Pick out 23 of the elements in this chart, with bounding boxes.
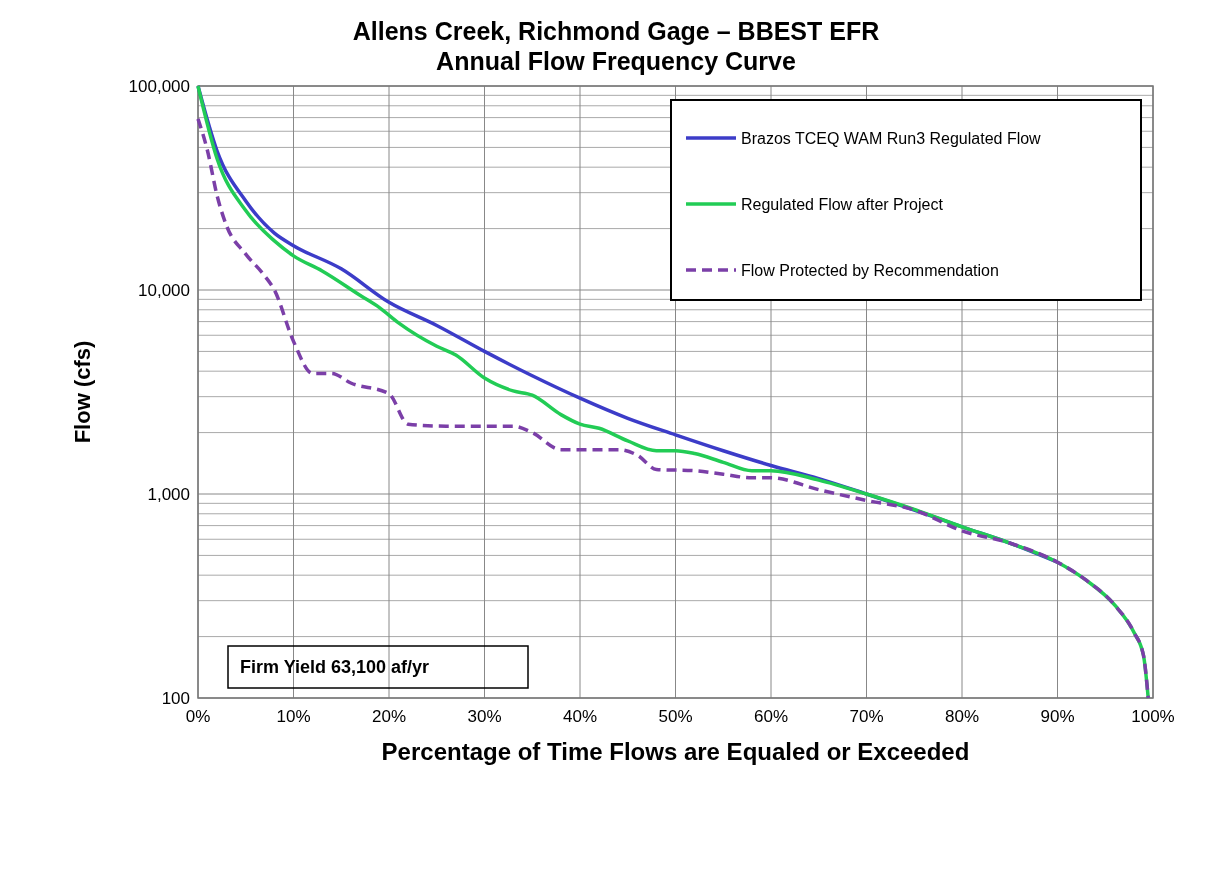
annotation: Firm Yield 63,100 af/yr bbox=[240, 657, 430, 678]
x-tick-label: 40% bbox=[562, 707, 598, 726]
chart-subtitle: Annual Flow Frequency Curve bbox=[436, 47, 796, 75]
legend-label: Regulated Flow after Project bbox=[741, 195, 944, 213]
legend-label: Flow Protected by Recommendation bbox=[741, 261, 999, 279]
x-tick-label: 70% bbox=[849, 707, 884, 726]
y-tick-label: 100,000 bbox=[128, 76, 190, 96]
x-tick-label: 60% bbox=[753, 707, 789, 726]
y-tick-label: 10,000 bbox=[138, 280, 190, 300]
x-tick-label: 20% bbox=[371, 707, 407, 726]
x-tick-label: 100% bbox=[1131, 707, 1175, 726]
x-tick-label: 80% bbox=[944, 707, 980, 726]
x-axis-title: Percentage of Time Flows are Equaled or Exceeded bbox=[381, 738, 970, 765]
x-tick-label: 90% bbox=[1040, 707, 1075, 726]
x-tick-label: 10% bbox=[276, 707, 311, 726]
y-axis-title: Flow (cfs) bbox=[70, 340, 95, 444]
y-tick-label: 1,000 bbox=[147, 484, 190, 504]
legend-label: Brazos TCEQ WAM Run3 Regulated Flow bbox=[741, 129, 1042, 147]
chart-title: Allens Creek, Richmond Gage – BBEST EFR bbox=[352, 17, 880, 45]
x-tick-label: 50% bbox=[658, 707, 693, 726]
x-tick-label: 30% bbox=[467, 707, 502, 726]
y-tick-label: 100 bbox=[161, 688, 190, 708]
x-tick-label: 0% bbox=[185, 707, 211, 726]
